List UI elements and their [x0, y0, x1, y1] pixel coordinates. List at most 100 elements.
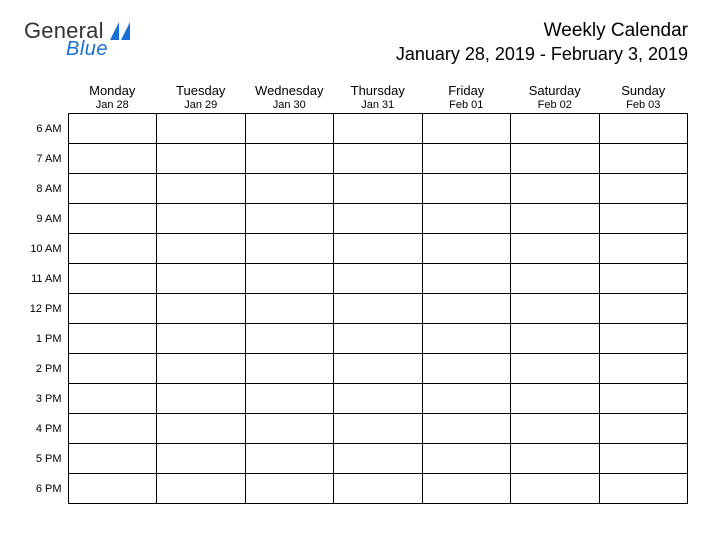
day-date: Jan 28: [70, 99, 155, 111]
calendar-cell[interactable]: [422, 444, 511, 474]
calendar-cell[interactable]: [334, 354, 423, 384]
calendar-cell[interactable]: [334, 264, 423, 294]
hour-row: 6 PM: [24, 474, 688, 504]
calendar-cell[interactable]: [157, 264, 246, 294]
calendar-cell[interactable]: [157, 384, 246, 414]
calendar-cell[interactable]: [68, 294, 157, 324]
calendar-cell[interactable]: [157, 144, 246, 174]
calendar-cell[interactable]: [157, 174, 246, 204]
hour-row: 9 AM: [24, 204, 688, 234]
calendar-cell[interactable]: [511, 144, 600, 174]
calendar-cell[interactable]: [599, 324, 688, 354]
calendar-cell[interactable]: [422, 474, 511, 504]
calendar-cell[interactable]: [422, 384, 511, 414]
calendar-cell[interactable]: [68, 234, 157, 264]
calendar-cell[interactable]: [157, 114, 246, 144]
calendar-cell[interactable]: [599, 414, 688, 444]
calendar-cell[interactable]: [245, 114, 334, 144]
calendar-cell[interactable]: [334, 384, 423, 414]
calendar-cell[interactable]: [68, 474, 157, 504]
calendar-cell[interactable]: [422, 114, 511, 144]
hour-row: 1 PM: [24, 324, 688, 354]
calendar-cell[interactable]: [245, 354, 334, 384]
calendar-cell[interactable]: [511, 384, 600, 414]
calendar-cell[interactable]: [157, 444, 246, 474]
calendar-cell[interactable]: [334, 474, 423, 504]
calendar-cell[interactable]: [422, 354, 511, 384]
calendar-cell[interactable]: [68, 174, 157, 204]
calendar-cell[interactable]: [511, 204, 600, 234]
calendar-cell[interactable]: [599, 474, 688, 504]
calendar-cell[interactable]: [157, 414, 246, 444]
day-date: Feb 03: [601, 99, 686, 111]
calendar-cell[interactable]: [245, 174, 334, 204]
calendar-cell[interactable]: [599, 354, 688, 384]
calendar-cell[interactable]: [599, 144, 688, 174]
calendar-cell[interactable]: [599, 174, 688, 204]
hour-label: 6 AM: [24, 114, 68, 144]
calendar-cell[interactable]: [245, 234, 334, 264]
calendar-cell[interactable]: [511, 414, 600, 444]
calendar-cell[interactable]: [157, 474, 246, 504]
calendar-cell[interactable]: [599, 384, 688, 414]
calendar-cell[interactable]: [334, 114, 423, 144]
calendar-cell[interactable]: [68, 144, 157, 174]
calendar-cell[interactable]: [599, 444, 688, 474]
calendar-cell[interactable]: [511, 474, 600, 504]
calendar-cell[interactable]: [157, 204, 246, 234]
calendar-cell[interactable]: [511, 234, 600, 264]
calendar-cell[interactable]: [245, 324, 334, 354]
calendar-cell[interactable]: [422, 204, 511, 234]
calendar-cell[interactable]: [245, 474, 334, 504]
calendar-cell[interactable]: [599, 264, 688, 294]
calendar-cell[interactable]: [599, 234, 688, 264]
calendar-cell[interactable]: [511, 114, 600, 144]
hour-label: 1 PM: [24, 324, 68, 354]
calendar-cell[interactable]: [68, 264, 157, 294]
calendar-cell[interactable]: [599, 294, 688, 324]
calendar-cell[interactable]: [334, 204, 423, 234]
calendar-cell[interactable]: [422, 324, 511, 354]
calendar-cell[interactable]: [245, 294, 334, 324]
calendar-cell[interactable]: [334, 234, 423, 264]
calendar-cell[interactable]: [511, 324, 600, 354]
calendar-cell[interactable]: [334, 324, 423, 354]
calendar-cell[interactable]: [334, 444, 423, 474]
calendar-cell[interactable]: [68, 324, 157, 354]
calendar-cell[interactable]: [599, 204, 688, 234]
calendar-cell[interactable]: [334, 174, 423, 204]
calendar-cell[interactable]: [511, 294, 600, 324]
calendar-cell[interactable]: [422, 414, 511, 444]
logo-mark-icon: [110, 22, 132, 46]
calendar-cell[interactable]: [245, 384, 334, 414]
calendar-cell[interactable]: [245, 414, 334, 444]
calendar-cell[interactable]: [68, 204, 157, 234]
calendar-cell[interactable]: [68, 354, 157, 384]
calendar-cell[interactable]: [511, 264, 600, 294]
calendar-cell[interactable]: [422, 144, 511, 174]
calendar-cell[interactable]: [599, 114, 688, 144]
calendar-body: 6 AM 7 AM 8 AM 9 AM 10 AM 11 AM 12 PM 1 …: [24, 114, 688, 504]
calendar-cell[interactable]: [245, 264, 334, 294]
calendar-cell[interactable]: [511, 444, 600, 474]
calendar-cell[interactable]: [157, 294, 246, 324]
calendar-cell[interactable]: [334, 414, 423, 444]
calendar-cell[interactable]: [245, 144, 334, 174]
calendar-cell[interactable]: [511, 354, 600, 384]
calendar-cell[interactable]: [157, 354, 246, 384]
calendar-cell[interactable]: [422, 294, 511, 324]
calendar-cell[interactable]: [334, 144, 423, 174]
calendar-cell[interactable]: [245, 204, 334, 234]
calendar-cell[interactable]: [68, 114, 157, 144]
calendar-cell[interactable]: [245, 444, 334, 474]
calendar-cell[interactable]: [157, 234, 246, 264]
calendar-cell[interactable]: [157, 324, 246, 354]
calendar-cell[interactable]: [334, 294, 423, 324]
calendar-cell[interactable]: [68, 414, 157, 444]
calendar-cell[interactable]: [422, 234, 511, 264]
calendar-cell[interactable]: [511, 174, 600, 204]
calendar-cell[interactable]: [68, 384, 157, 414]
calendar-cell[interactable]: [68, 444, 157, 474]
calendar-cell[interactable]: [422, 264, 511, 294]
calendar-cell[interactable]: [422, 174, 511, 204]
